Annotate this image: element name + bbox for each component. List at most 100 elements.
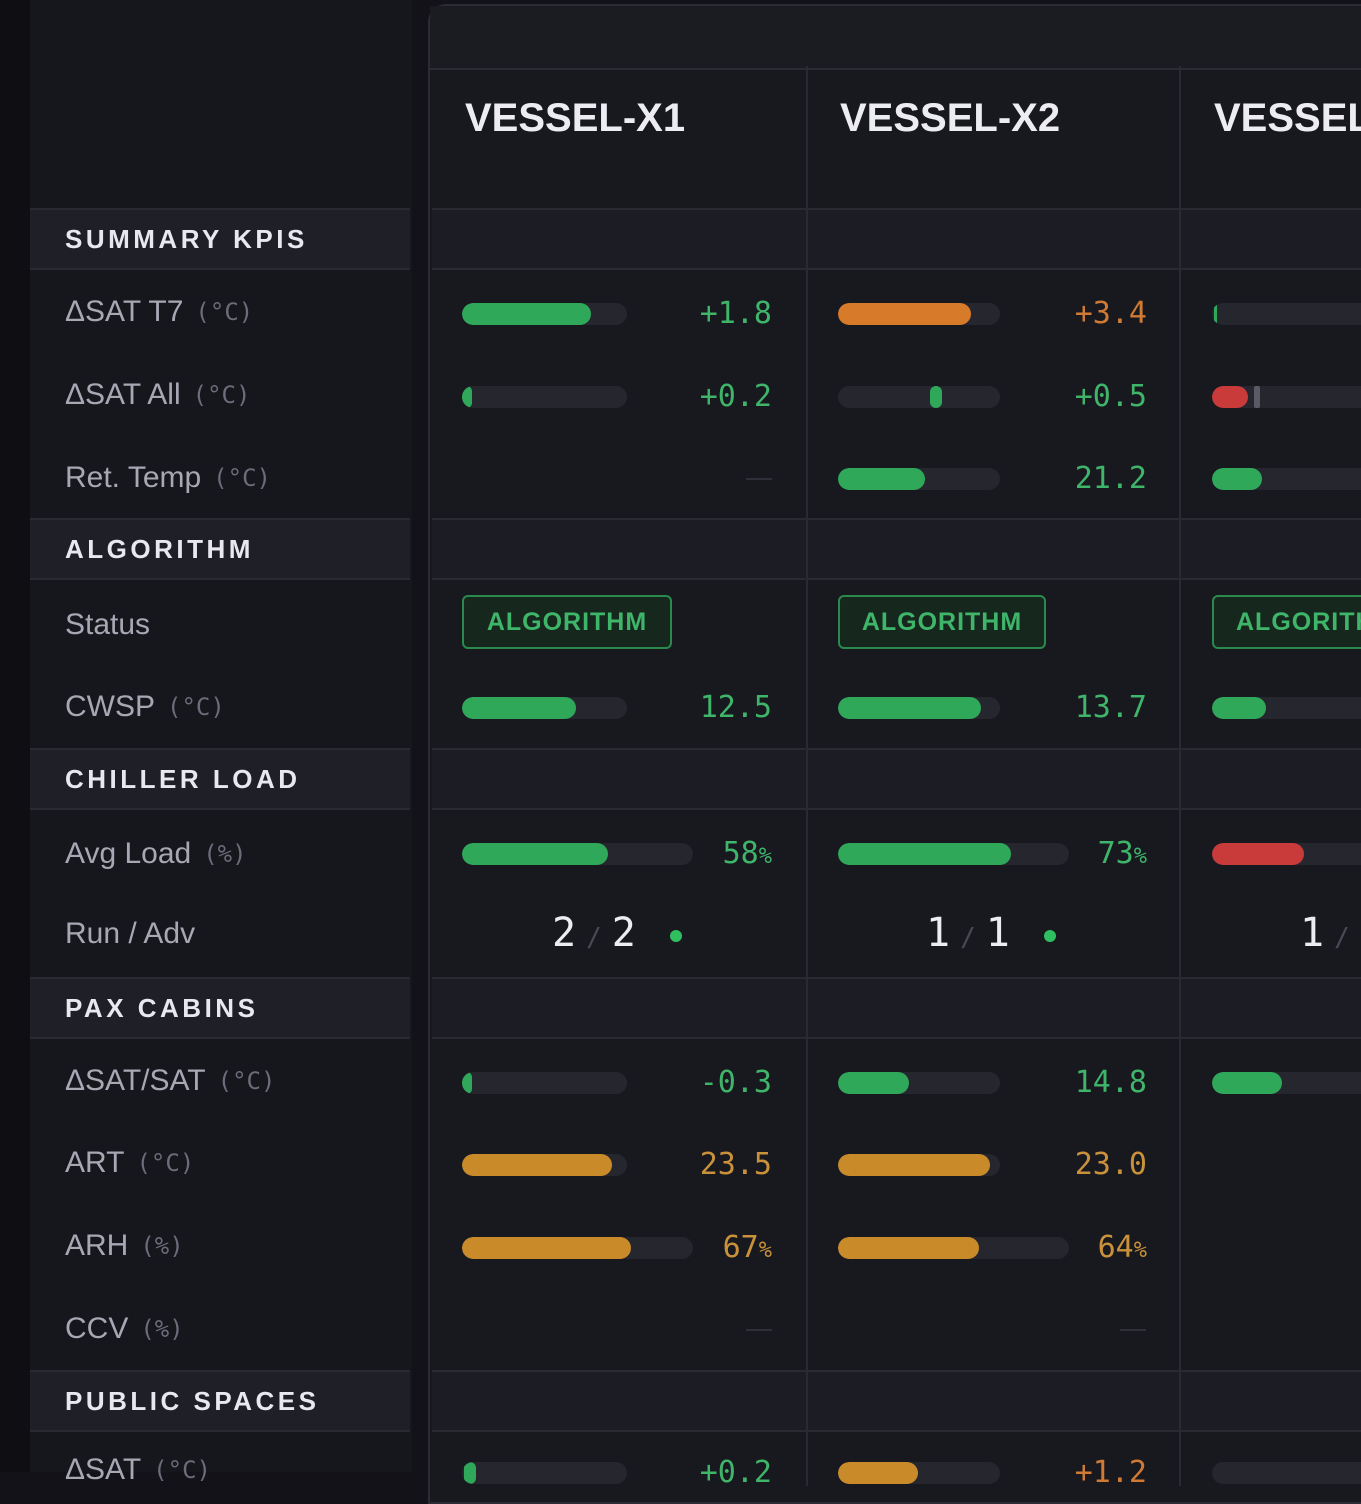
value-number: 64 <box>1097 1230 1134 1265</box>
unit-text: (%) <box>140 1315 184 1343</box>
x1-cwsp-value: 12.5 <box>699 690 772 725</box>
section-chiller-load: CHILLER LOAD <box>30 748 410 810</box>
x2-arh-value: 64% <box>977 1230 1147 1265</box>
column-divider <box>1179 66 1181 1486</box>
unit-text: (°C) <box>217 1067 276 1095</box>
x3-cwsp-bar <box>1212 697 1361 719</box>
row-label-status: Status <box>65 605 150 645</box>
x1-dsat-all-bar <box>462 386 627 408</box>
label-text: ARH <box>65 1229 129 1262</box>
x2-cwsp-value: 13.7 <box>1074 690 1147 725</box>
band-public-spaces <box>432 1370 1361 1432</box>
x1-art-bar <box>462 1154 627 1176</box>
label-text: ΔSAT T7 <box>65 295 184 328</box>
x3-ret-temp-bar <box>1212 468 1361 490</box>
row-label-dsat-all: ΔSAT All (°C) <box>65 375 250 415</box>
x2-avg-load-bar <box>838 843 1069 865</box>
band-pax-cabins <box>432 977 1361 1039</box>
unit-text: (°C) <box>136 1149 195 1177</box>
row-label-cwsp: CWSP (°C) <box>65 687 225 727</box>
x3-avg-load-bar <box>1212 843 1361 865</box>
section-title: ALGORITHM <box>65 533 254 564</box>
row-label-dsat-sat: ΔSAT/SAT (°C) <box>65 1061 275 1101</box>
unit-text: (°C) <box>195 298 254 326</box>
x2-avg-load-value: 73% <box>977 836 1147 871</box>
value-unit: % <box>1133 1238 1147 1263</box>
separator: / <box>960 923 976 953</box>
x2-dsat-all-value: +0.5 <box>1074 379 1147 414</box>
x2-status-badge[interactable]: ALGORITHM <box>838 595 1046 649</box>
left-edge <box>0 0 30 1472</box>
vessel-header-x3[interactable]: VESSEL <box>1214 96 1361 140</box>
bar-fill <box>464 1462 476 1484</box>
x1-dsat-t7-bar <box>462 303 627 325</box>
panel-toolbar <box>430 6 1361 70</box>
bar-fill <box>462 386 472 408</box>
x2-dsat-sat-bar <box>838 1072 1000 1094</box>
separator: / <box>586 923 602 953</box>
x3-dsat-t7-bar <box>1212 303 1361 325</box>
value-unit: % <box>758 844 772 869</box>
bar-fill <box>462 303 591 325</box>
bar-fill <box>1212 386 1248 408</box>
column-divider <box>806 66 808 1486</box>
value-unit: % <box>1133 844 1147 869</box>
x2-ccv-empty-dash <box>1120 1329 1146 1331</box>
label-text: ΔSAT/SAT <box>65 1064 206 1097</box>
row-label-dsat-t7: ΔSAT T7 (°C) <box>65 292 253 332</box>
unit-text: (%) <box>140 1232 184 1260</box>
bar-fill <box>838 843 1012 865</box>
bar-fill <box>838 303 971 325</box>
x1-ret-temp-empty-dash <box>746 478 772 480</box>
x2-dsat-t7-value: +3.4 <box>1074 296 1147 331</box>
unit-text: (°C) <box>192 381 251 409</box>
section-title: PAX CABINS <box>65 992 259 1023</box>
x3-run-adv: 1/ <box>1300 910 1360 956</box>
x2-art-bar <box>838 1154 1000 1176</box>
x1-status-dot <box>670 930 682 942</box>
x3-dsat-sat-bar <box>1212 1072 1361 1094</box>
x1-status-badge[interactable]: ALGORITHM <box>462 595 672 649</box>
x2-dsat-t7-bar <box>838 303 1000 325</box>
run-count: 1 <box>926 910 951 956</box>
x2-dsat-sat-value: 14.8 <box>1074 1065 1147 1100</box>
bar-fill <box>838 468 926 490</box>
vessel-header-x2[interactable]: VESSEL-X2 <box>840 96 1061 140</box>
row-label-ccv: CCV (%) <box>65 1309 184 1349</box>
x1-arh-bar <box>462 1237 693 1259</box>
bar-fill <box>930 386 942 408</box>
bar-fill <box>462 1154 613 1176</box>
x2-public-dsat-value: +1.2 <box>1074 1455 1147 1490</box>
x1-dsat-sat-bar <box>462 1072 627 1094</box>
bar-fill <box>1212 697 1266 719</box>
x2-run-adv: 1 / 1 <box>926 910 1010 956</box>
label-text: ΔSAT All <box>65 378 181 411</box>
unit-text: (%) <box>203 840 247 868</box>
x2-public-dsat-bar <box>838 1462 1000 1484</box>
x1-avg-load-value: 58% <box>602 836 772 871</box>
x2-ret-temp-value: 21.2 <box>1074 461 1147 496</box>
bar-fill <box>838 1072 910 1094</box>
label-text: Avg Load <box>65 837 192 870</box>
row-label-arh: ARH (%) <box>65 1226 184 1266</box>
bar-fill <box>1212 843 1304 865</box>
bar-fill <box>1212 468 1262 490</box>
vessel-header-x1[interactable]: VESSEL-X1 <box>465 96 686 140</box>
x1-cwsp-bar <box>462 697 627 719</box>
x2-arh-bar <box>838 1237 1069 1259</box>
x2-art-value: 23.0 <box>1074 1147 1147 1182</box>
section-algorithm: ALGORITHM <box>30 518 410 580</box>
x3-status-badge[interactable]: ALGORITHM <box>1212 595 1361 649</box>
metric-labels-column: SUMMARY KPIS ΔSAT T7 (°C) ΔSAT All (°C) Re… <box>30 0 412 1486</box>
bar-fill <box>838 697 981 719</box>
unit-text: (°C) <box>167 693 225 721</box>
run-count: 2 <box>552 910 577 956</box>
bar-fill <box>462 843 608 865</box>
label-text: CCV <box>65 1312 129 1345</box>
row-label-ret-temp: Ret. Temp (°C) <box>65 458 271 498</box>
section-title: CHILLER LOAD <box>65 763 301 794</box>
x1-dsat-t7-value: +1.8 <box>699 296 772 331</box>
bar-fill <box>462 1237 631 1259</box>
bar-marker <box>1254 386 1260 408</box>
unit-text: (°C) <box>153 1456 211 1484</box>
